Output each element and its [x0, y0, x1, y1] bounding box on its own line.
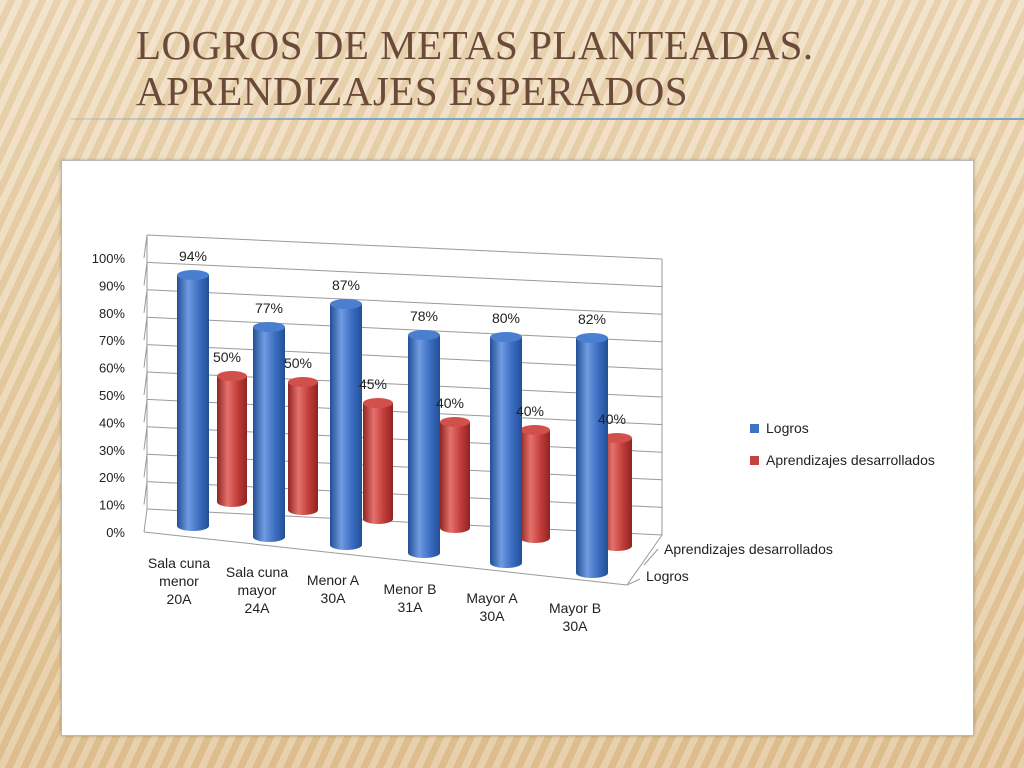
bar-aprendizajes: [288, 382, 318, 515]
y-tick-label: 10%: [99, 498, 125, 513]
y-tick-label: 30%: [99, 443, 125, 458]
y-tick-label: 80%: [99, 306, 125, 321]
bar-aprendizajes: [217, 376, 247, 507]
bar-aprendizajes: [363, 403, 393, 524]
data-label-logros: 80%: [492, 310, 520, 326]
category-label: Menor B: [384, 581, 437, 597]
bar-chart-3d: 0% 10% 20% 30% 40% 50% 60% 70% 80% 90% 100% 94% 77% 8…: [92, 234, 935, 634]
bar-aprendizajes-top: [363, 398, 393, 408]
bar-logros: [253, 327, 285, 542]
bar-aprendizajes: [602, 438, 632, 551]
bar-aprendizajes: [520, 430, 550, 543]
category-label: 24A: [245, 600, 271, 616]
bar-aprendizajes-top: [288, 377, 318, 387]
data-label-aprendizajes: 50%: [213, 349, 241, 365]
y-tick-label: 0%: [106, 525, 125, 540]
bar-logros: [330, 304, 362, 550]
bar-aprendizajes-top: [440, 417, 470, 427]
data-label-logros: 82%: [578, 311, 606, 327]
chart-frame: 0% 10% 20% 30% 40% 50% 60% 70% 80% 90% 100% 94% 77% 8…: [61, 160, 974, 736]
floor-front-edge: [143, 531, 628, 586]
category-label: mayor: [238, 582, 277, 598]
slide-title-line-2: APRENDIZAJES ESPERADOS: [136, 68, 689, 114]
bar-logros-top: [490, 332, 522, 342]
bar-logros: [576, 338, 608, 578]
depth-tick: [626, 578, 641, 586]
legend-swatch: [750, 456, 759, 465]
legend-label: Logros: [766, 420, 809, 436]
bar-logros-top: [177, 270, 209, 280]
category-label: 31A: [398, 599, 424, 615]
slide-title: LOGROS DE METAS PLANTEADAS. APRENDIZAJES…: [136, 22, 996, 114]
gridline-side: [143, 508, 148, 533]
y-tick-label: 50%: [99, 388, 125, 403]
category-label: 30A: [480, 608, 506, 624]
bar-aprendizajes: [440, 422, 470, 533]
category-label: 20A: [167, 591, 193, 607]
bar-logros: [490, 337, 522, 568]
y-tick-label: 70%: [99, 333, 125, 348]
bar-logros-top: [408, 330, 440, 340]
category-label: Mayor A: [466, 590, 518, 606]
category-label: Sala cuna: [148, 555, 210, 571]
category-label: 30A: [563, 618, 589, 634]
category-label: Menor A: [307, 572, 360, 588]
legend-label: Aprendizajes desarrollados: [766, 452, 935, 468]
y-tick-label: 20%: [99, 470, 125, 485]
data-label-aprendizajes: 40%: [598, 411, 626, 427]
y-tick-label: 90%: [99, 278, 125, 293]
data-label-logros: 78%: [410, 308, 438, 324]
category-label: Mayor B: [549, 600, 601, 616]
bar-aprendizajes-top: [520, 425, 550, 435]
data-label-aprendizajes: 40%: [516, 403, 544, 419]
data-label-aprendizajes: 45%: [359, 376, 387, 392]
data-label-aprendizajes: 50%: [284, 355, 312, 371]
data-label-logros: 77%: [255, 300, 283, 316]
depth-axis-label: Logros: [646, 568, 689, 584]
bar-logros: [177, 275, 209, 531]
y-tick-label: 60%: [99, 361, 125, 376]
category-label: Sala cuna: [226, 564, 288, 580]
category-label: menor: [159, 573, 199, 589]
category-label: 30A: [321, 590, 347, 606]
bar-aprendizajes-top: [602, 433, 632, 443]
bar-logros-top: [576, 333, 608, 343]
gridline: [146, 234, 663, 260]
title-divider: [70, 118, 1024, 120]
depth-tick: [643, 548, 659, 566]
y-tick-label: 100%: [92, 251, 126, 266]
bar-logros-top: [330, 299, 362, 309]
bar-aprendizajes-top: [217, 371, 247, 381]
slide-title-line-1: LOGROS DE METAS PLANTEADAS.: [136, 22, 814, 68]
data-label-logros: 94%: [179, 248, 207, 264]
data-label-aprendizajes: 40%: [436, 395, 464, 411]
floor-right-edge: [626, 534, 663, 586]
gridline: [146, 261, 663, 288]
depth-axis-label: Aprendizajes desarrollados: [664, 541, 833, 557]
legend-swatch: [750, 424, 759, 433]
gridline: [146, 289, 663, 315]
bar-logros: [408, 335, 440, 558]
bar-logros-top: [253, 322, 285, 332]
y-tick-label: 40%: [99, 415, 125, 430]
data-label-logros: 87%: [332, 277, 360, 293]
